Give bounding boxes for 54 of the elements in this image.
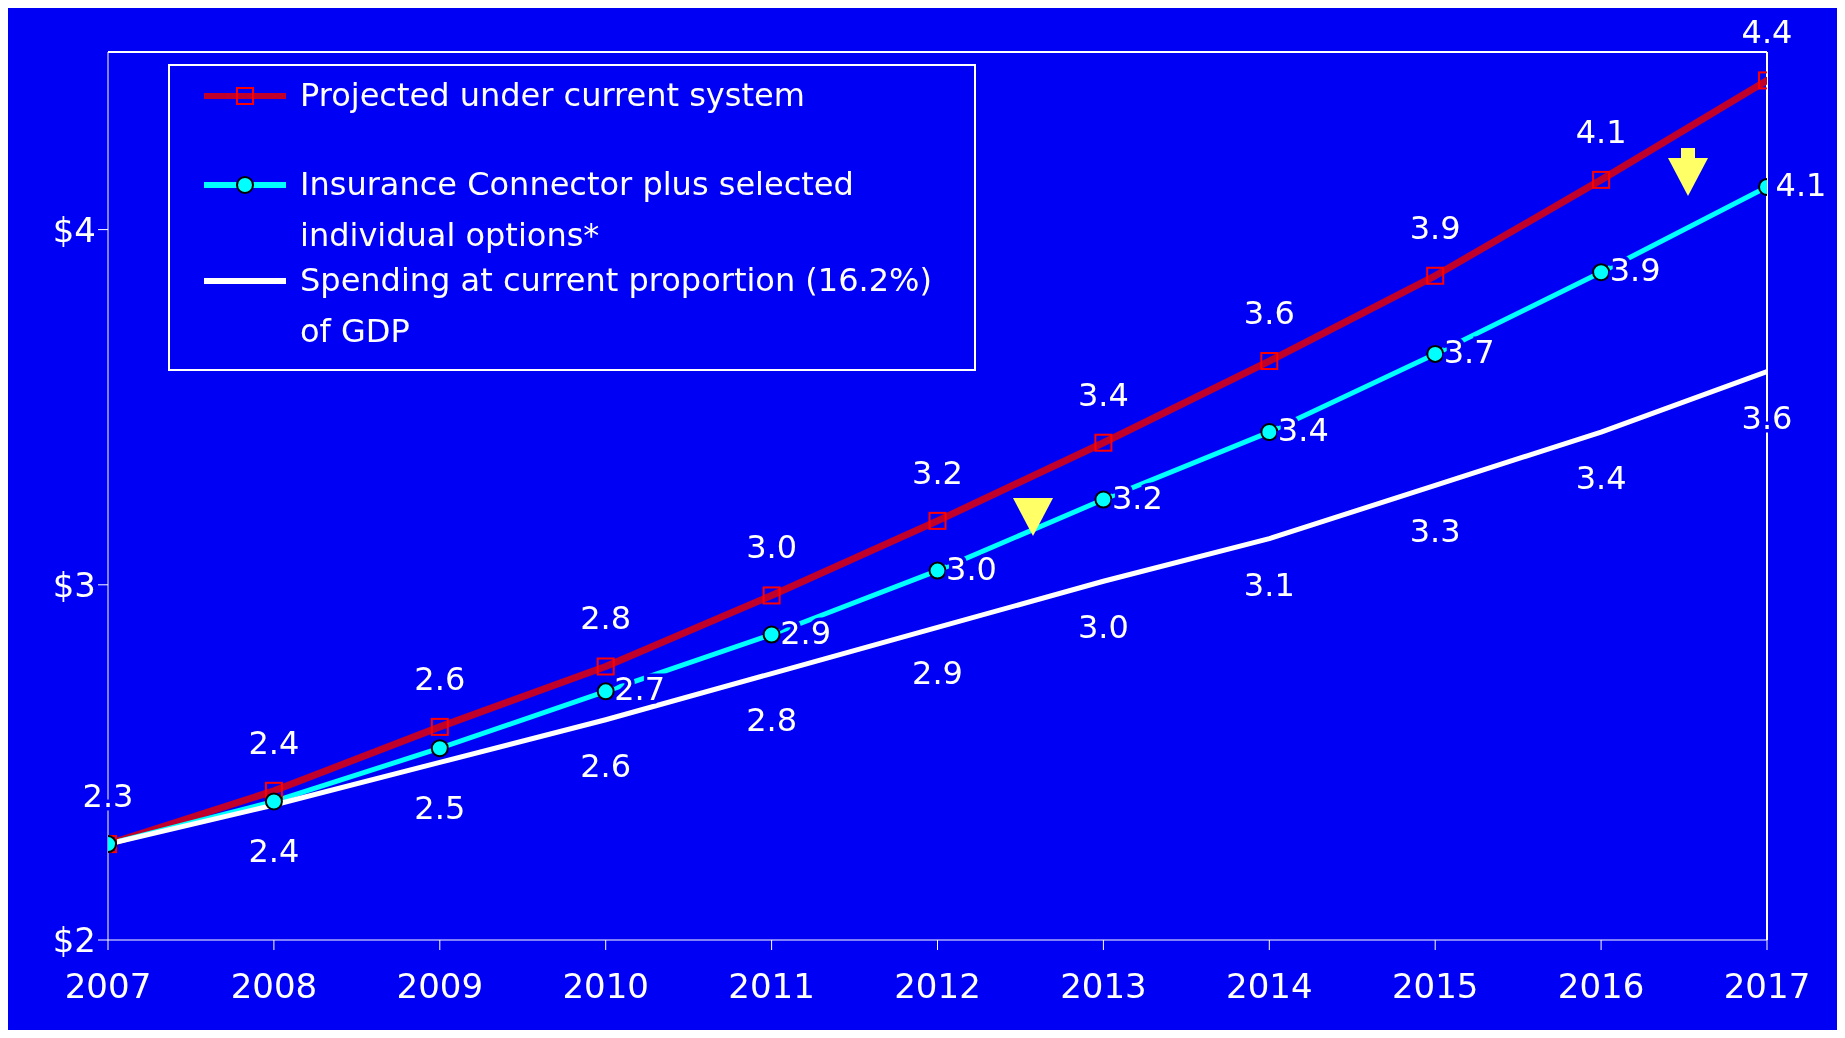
data-label: 3.4 <box>1575 459 1627 498</box>
data-label: 3.9 <box>1409 208 1461 247</box>
data-label: 3.4 <box>1077 375 1129 414</box>
data-label: 2.4 <box>248 832 300 871</box>
point <box>1094 490 1113 509</box>
data-label: 3.2 <box>912 453 963 492</box>
data-label: 2.9 <box>780 613 832 652</box>
x-tick-label: 2012 <box>894 966 981 1007</box>
x-tick-label: 2015 <box>1391 966 1479 1007</box>
x-tick-label: 2014 <box>1226 966 1313 1007</box>
data-label: 3.4 <box>1277 411 1329 450</box>
data-label: 3.7 <box>1443 332 1495 371</box>
x-tick-label: 2007 <box>64 966 152 1007</box>
data-label: 3.0 <box>946 549 997 588</box>
data-label: 2.4 <box>248 723 300 762</box>
data-label: 3.3 <box>1409 512 1461 551</box>
data-label: 2.3 <box>82 777 134 816</box>
data-label: 3.0 <box>746 528 798 567</box>
point <box>1260 423 1279 442</box>
data-label: 4.4 <box>1741 13 1793 52</box>
data-label: 3.2 <box>1111 478 1163 517</box>
data-label: 2.8 <box>580 599 632 638</box>
legend-label: Spending at current proportion (16.2%) of GDP <box>300 260 933 352</box>
y-tick-label: $2 <box>52 920 96 961</box>
data-label: 4.1 <box>1575 112 1627 151</box>
x-tick-label: 2010 <box>562 966 649 1007</box>
data-label: 4.1 <box>1775 165 1827 204</box>
x-tick-label: 2011 <box>728 966 815 1007</box>
y-tick-label: $3 <box>52 564 96 605</box>
data-label: 3.9 <box>1609 251 1661 290</box>
point <box>430 739 449 758</box>
data-label: 2.9 <box>912 654 963 693</box>
point <box>762 625 781 644</box>
legend-label: Projected under current system <box>300 75 806 116</box>
point <box>264 792 283 811</box>
data-label: 2.5 <box>414 789 466 828</box>
data-label: 2.7 <box>614 670 666 709</box>
legend-label: Insurance Connector plus selected individual options* <box>300 164 855 256</box>
point <box>596 682 615 701</box>
point <box>1426 344 1445 363</box>
data-label: 2.8 <box>746 700 798 739</box>
data-label: 3.6 <box>1243 294 1295 333</box>
x-tick-label: 2013 <box>1060 966 1147 1007</box>
data-label: 2.6 <box>580 746 632 785</box>
point <box>928 561 947 580</box>
data-label: 2.6 <box>414 659 466 698</box>
data-label: 3.1 <box>1243 565 1295 604</box>
y-tick-label: $4 <box>52 209 96 250</box>
x-tick-label: 2009 <box>396 966 484 1007</box>
data-label: 3.0 <box>1077 608 1129 647</box>
x-tick-label: 2016 <box>1557 966 1645 1007</box>
point <box>1592 263 1611 282</box>
x-tick-label: 2008 <box>230 966 318 1007</box>
x-tick-label: 2017 <box>1723 966 1811 1007</box>
